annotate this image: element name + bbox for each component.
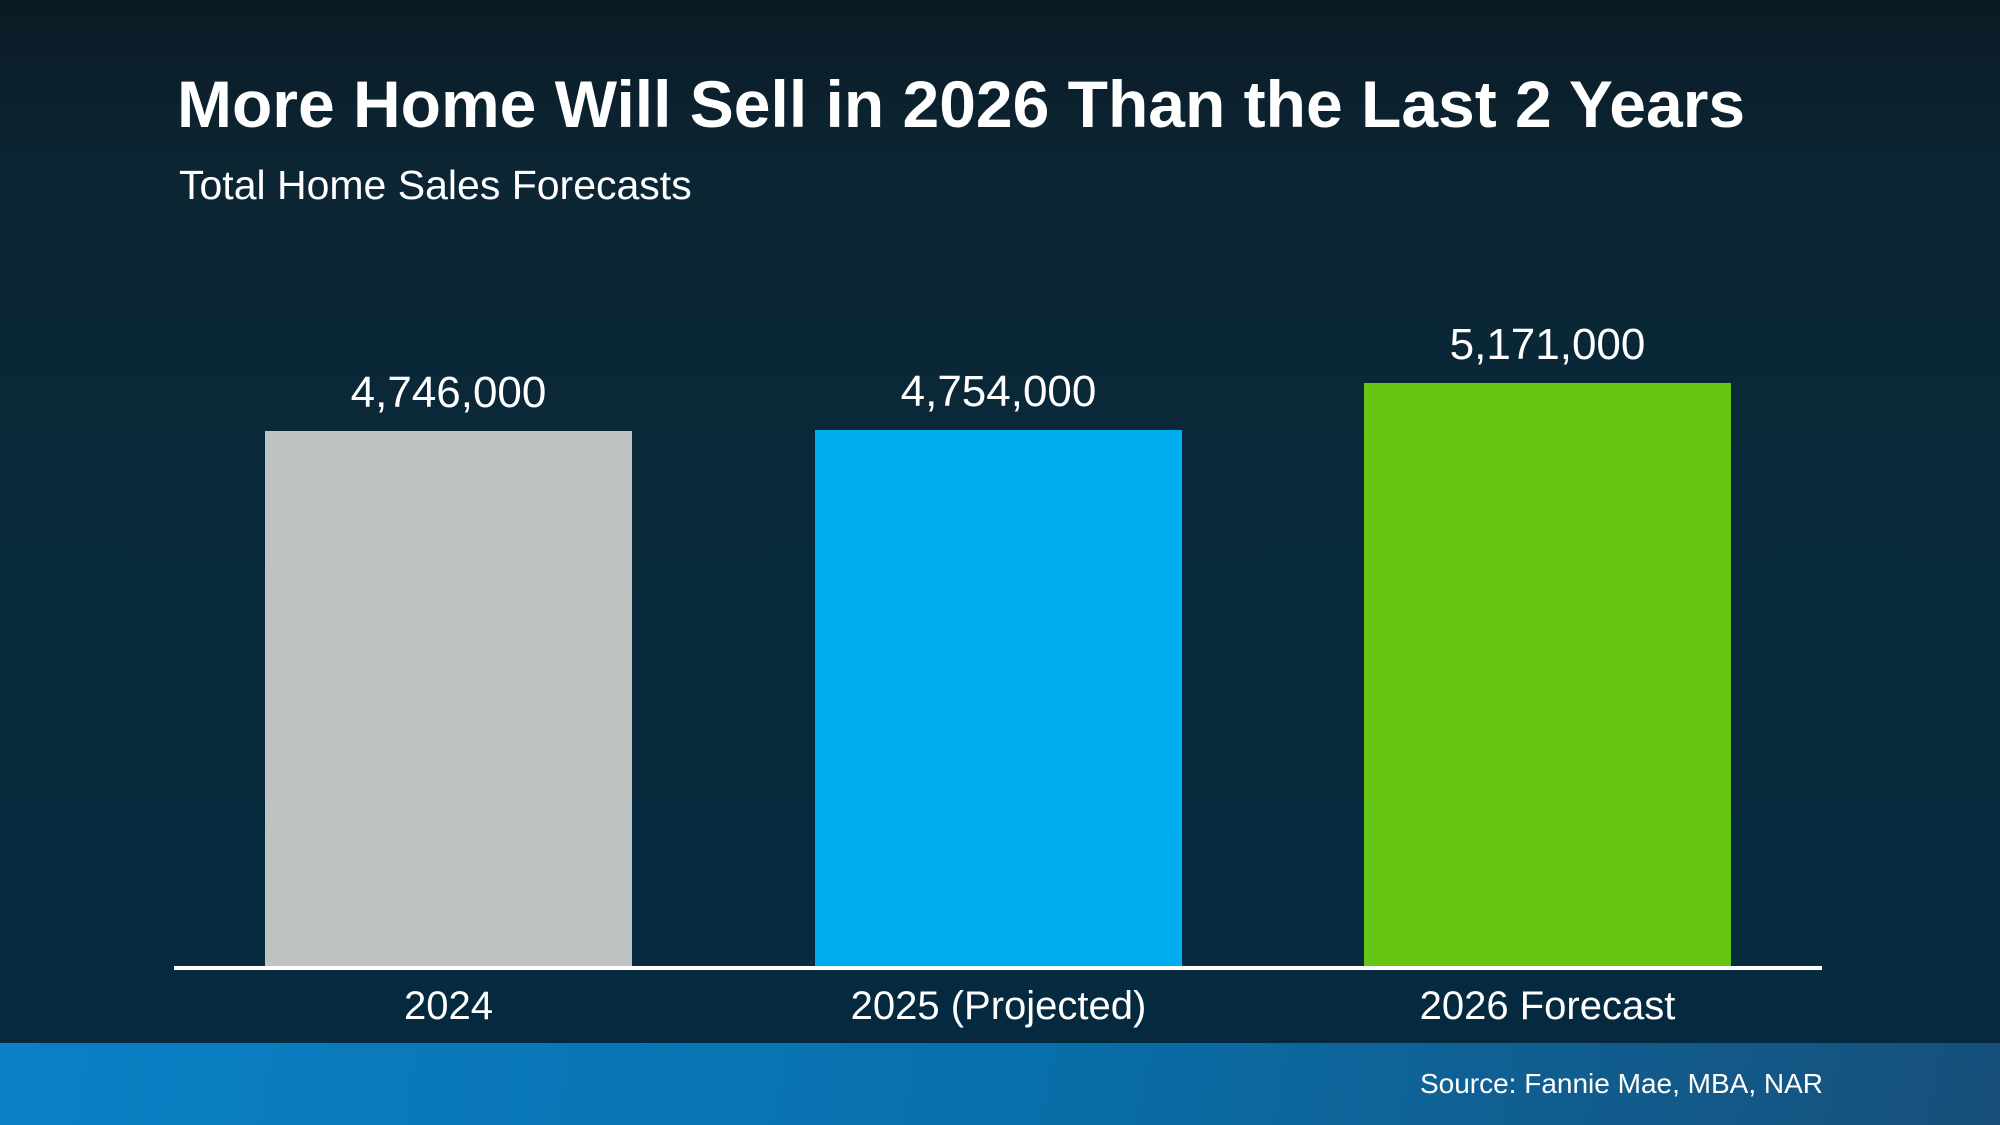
bar-group-2024: 4,746,000 — [265, 368, 632, 966]
bar-2024 — [265, 431, 632, 966]
bar-value-label-2024: 4,746,000 — [350, 368, 547, 417]
bar-value-label-2025-projected: 4,754,000 — [900, 367, 1097, 416]
source-text: Source: Fannie Mae, MBA, NAR — [1419, 1068, 1823, 1099]
bar-2025-projected — [815, 430, 1182, 966]
x-axis-label-2026-forecast: 2026 Forecast — [1419, 984, 1676, 1028]
x-axis-label-2024: 2024 — [404, 984, 493, 1028]
bar-group-2025-projected: 4,754,000 — [815, 367, 1182, 966]
footer-bar: Source: Fannie Mae, MBA, NAR — [0, 1043, 2000, 1125]
bar-group-2026-forecast: 5,171,000 — [1364, 320, 1731, 966]
x-axis-line — [174, 966, 1822, 970]
bar-2026-forecast — [1364, 383, 1731, 966]
chart-subtitle: Total Home Sales Forecasts — [179, 162, 692, 208]
slide-title: More Home Will Sell in 2026 Than the Las… — [177, 67, 1746, 141]
bar-value-label-2026-forecast: 5,171,000 — [1449, 320, 1646, 369]
x-axis-label-2025-projected: 2025 (Projected) — [850, 984, 1147, 1028]
